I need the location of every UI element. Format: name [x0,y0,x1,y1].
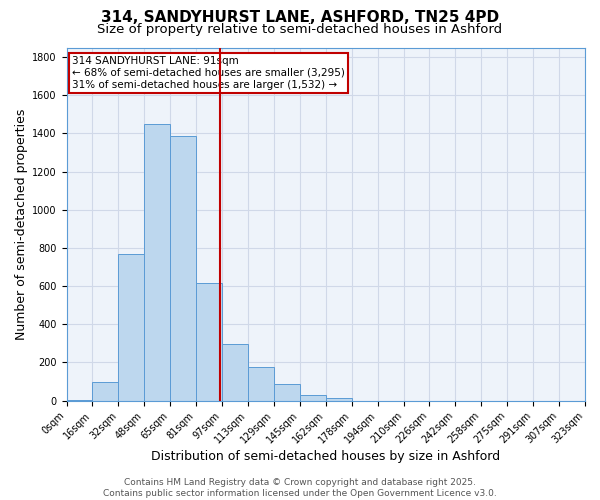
Bar [248,367,274,400]
Bar [222,344,248,401]
Text: Contains HM Land Registry data © Crown copyright and database right 2025.
Contai: Contains HM Land Registry data © Crown c… [103,478,497,498]
Bar [196,283,222,401]
Bar [144,124,170,400]
Bar [118,254,144,400]
Bar [170,136,196,400]
Bar [274,384,300,400]
Bar [92,382,118,400]
Y-axis label: Number of semi-detached properties: Number of semi-detached properties [15,108,28,340]
Bar [326,398,352,400]
Text: 314 SANDYHURST LANE: 91sqm
← 68% of semi-detached houses are smaller (3,295)
31%: 314 SANDYHURST LANE: 91sqm ← 68% of semi… [71,56,344,90]
Text: 314, SANDYHURST LANE, ASHFORD, TN25 4PD: 314, SANDYHURST LANE, ASHFORD, TN25 4PD [101,10,499,25]
Text: Size of property relative to semi-detached houses in Ashford: Size of property relative to semi-detach… [97,22,503,36]
Bar [300,395,326,400]
X-axis label: Distribution of semi-detached houses by size in Ashford: Distribution of semi-detached houses by … [151,450,500,462]
